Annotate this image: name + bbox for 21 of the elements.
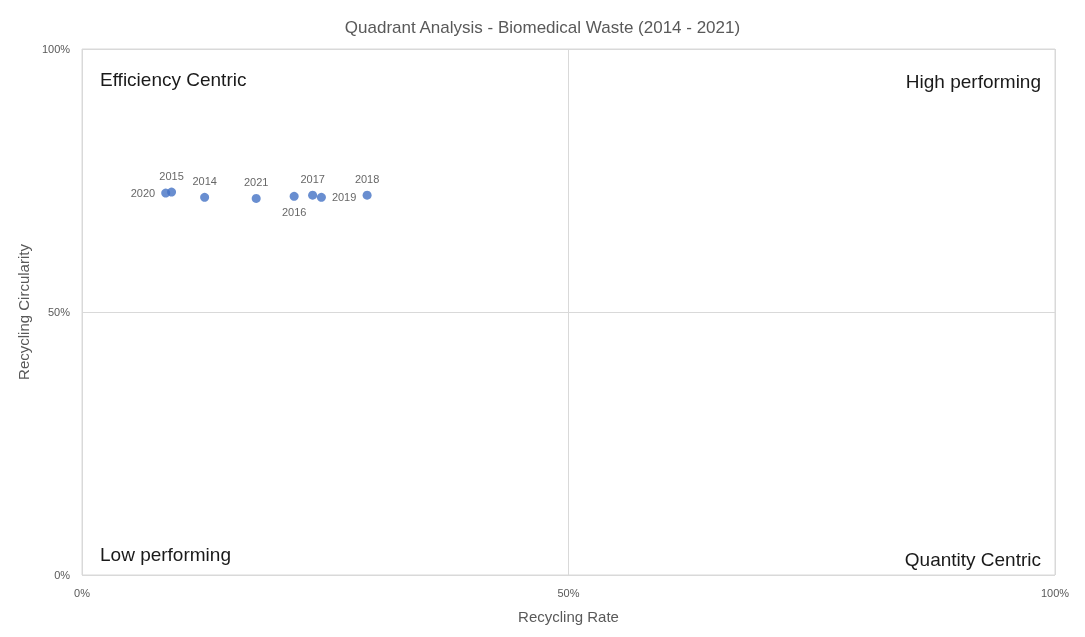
x-tick-label: 0% [74, 586, 91, 599]
annotation: High performing [905, 71, 1041, 92]
series-label: 2019 [331, 191, 357, 204]
series-label: 2015 [159, 170, 184, 183]
annotation: Low performing [100, 544, 231, 565]
y-axis-title: Recycling Circularity [15, 243, 32, 380]
series-label: 2017 [300, 173, 325, 186]
y-tick-label: 100% [41, 43, 71, 55]
y-tick-label: 50% [48, 306, 71, 318]
series-label: 2021 [243, 176, 269, 189]
x-axis-title: Recycling Rate [518, 608, 619, 625]
x-tick-label: 100% [1040, 586, 1070, 599]
annotation: Quantity Centric [904, 549, 1042, 570]
series-label: 2016 [281, 206, 307, 219]
annotation: Efficiency Centric [100, 69, 247, 90]
y-tick-label: 0% [54, 569, 71, 581]
series-label: 2020 [130, 187, 156, 200]
series-label: 2014 [192, 175, 217, 188]
chart-title: Quadrant Analysis - Biomedical Waste (2014 - 2021) [344, 18, 741, 37]
x-tick-label: 50% [557, 586, 580, 599]
series-label: 2018 [354, 173, 380, 186]
